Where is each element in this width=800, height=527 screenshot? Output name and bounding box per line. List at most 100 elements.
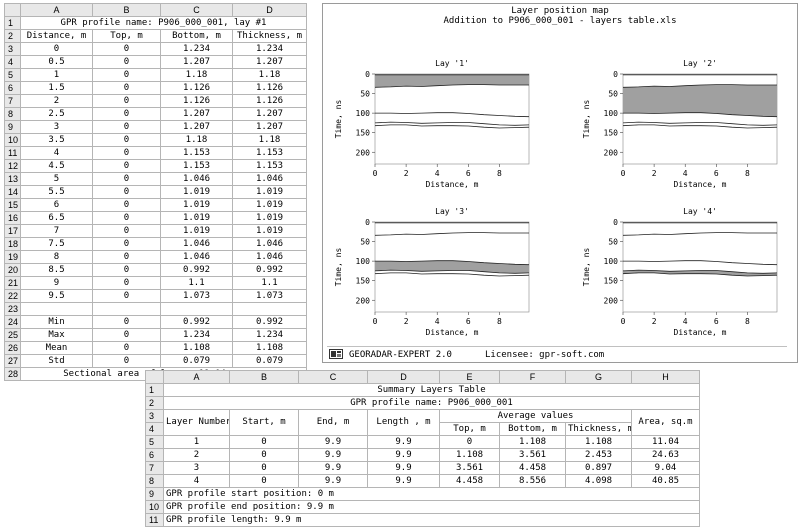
data-cell[interactable]: 0	[92, 211, 161, 225]
data-cell[interactable]: 0	[92, 250, 161, 264]
data-cell[interactable]: 9.9	[298, 448, 368, 462]
row-number[interactable]: 8	[145, 474, 164, 488]
stat-cell[interactable]: 1.108	[160, 341, 233, 355]
row-number[interactable]: 28	[4, 367, 21, 381]
data-cell[interactable]: 4.5	[20, 159, 93, 173]
data-cell[interactable]: 1.019	[160, 185, 233, 199]
data-cell[interactable]: 0	[92, 263, 161, 277]
data-cell[interactable]: 3.561	[439, 461, 500, 475]
stat-cell[interactable]: 0.079	[160, 354, 233, 368]
data-cell[interactable]: 1.207	[232, 107, 307, 121]
profile-name-cell[interactable]: GPR profile name: P906_000_001	[163, 396, 700, 410]
data-cell[interactable]: 1.046	[232, 250, 307, 264]
row-number[interactable]: 10	[4, 133, 21, 147]
data-cell[interactable]: 0	[439, 435, 500, 449]
data-cell[interactable]: 1.019	[232, 185, 307, 199]
data-cell[interactable]: 0	[92, 55, 161, 69]
column-header[interactable]: A	[20, 3, 93, 17]
data-cell[interactable]: 40.85	[631, 474, 700, 488]
data-cell[interactable]: 1.046	[232, 172, 307, 186]
data-cell[interactable]: 0	[229, 474, 299, 488]
data-cell[interactable]: 0	[20, 42, 93, 56]
row-number[interactable]: 19	[4, 250, 21, 264]
data-cell[interactable]: 1.019	[160, 211, 233, 225]
data-cell[interactable]: 1.108	[499, 435, 566, 449]
row-number[interactable]: 22	[4, 289, 21, 303]
row-number[interactable]: 4	[145, 422, 164, 436]
stat-cell[interactable]: 0.992	[160, 315, 233, 329]
data-cell[interactable]: 0	[229, 448, 299, 462]
data-cell[interactable]: 1.046	[160, 250, 233, 264]
column-header[interactable]: A	[163, 370, 230, 384]
stat-cell[interactable]: 0	[92, 328, 161, 342]
data-cell[interactable]: 1.046	[160, 172, 233, 186]
row-number[interactable]: 7	[4, 94, 21, 108]
data-cell[interactable]: 1.18	[160, 68, 233, 82]
row-number[interactable]: 9	[145, 487, 164, 501]
data-cell[interactable]: 6.5	[20, 211, 93, 225]
data-cell[interactable]: 2	[163, 448, 230, 462]
column-header[interactable]: D	[367, 370, 440, 384]
corner-cell[interactable]	[145, 370, 164, 384]
data-cell[interactable]: 1.126	[160, 94, 233, 108]
stat-cell[interactable]: 0.992	[232, 315, 307, 329]
data-cell[interactable]: 1.207	[160, 55, 233, 69]
header-cell[interactable]: Bottom, m	[499, 422, 566, 436]
header-cell[interactable]: Start, m	[229, 409, 299, 436]
data-cell[interactable]: 0	[92, 42, 161, 56]
data-cell[interactable]: 1	[163, 435, 230, 449]
data-cell[interactable]: 4	[163, 474, 230, 488]
data-cell[interactable]: 1.019	[160, 198, 233, 212]
sheet-title-cell[interactable]: GPR profile name: P906_000_001, lay #1	[20, 16, 307, 30]
data-cell[interactable]: 1.234	[232, 42, 307, 56]
data-cell[interactable]: 1.019	[160, 224, 233, 238]
data-cell[interactable]: 8	[20, 250, 93, 264]
row-number[interactable]: 4	[4, 55, 21, 69]
data-cell[interactable]: 0	[229, 461, 299, 475]
data-cell[interactable]: 1.1	[160, 276, 233, 290]
row-number[interactable]: 21	[4, 276, 21, 290]
data-cell[interactable]: 0.992	[160, 263, 233, 277]
stat-cell[interactable]: Mean	[20, 341, 93, 355]
data-cell[interactable]: 1.18	[232, 133, 307, 147]
column-header[interactable]: D	[232, 3, 307, 17]
header-cell[interactable]: Bottom, m	[160, 29, 233, 43]
column-header[interactable]: C	[160, 3, 233, 17]
column-header[interactable]: E	[439, 370, 500, 384]
data-cell[interactable]: 0.992	[232, 263, 307, 277]
column-header[interactable]: B	[229, 370, 299, 384]
stat-cell[interactable]: Min	[20, 315, 93, 329]
data-cell[interactable]: 2.453	[565, 448, 632, 462]
data-cell[interactable]: 1.234	[160, 42, 233, 56]
data-cell[interactable]: 1.153	[232, 159, 307, 173]
data-cell[interactable]: 1.207	[160, 107, 233, 121]
data-cell[interactable]: 9.9	[367, 448, 440, 462]
data-cell[interactable]: 0	[92, 224, 161, 238]
data-cell[interactable]: 0	[92, 237, 161, 251]
column-header[interactable]: G	[565, 370, 632, 384]
data-cell[interactable]: 0	[92, 68, 161, 82]
row-number[interactable]: 24	[4, 315, 21, 329]
stat-cell[interactable]: 0.079	[232, 354, 307, 368]
data-cell[interactable]: 4.458	[499, 461, 566, 475]
column-header[interactable]: F	[499, 370, 566, 384]
row-number[interactable]: 3	[4, 42, 21, 56]
data-cell[interactable]: 1.207	[160, 120, 233, 134]
data-cell[interactable]: 8.556	[499, 474, 566, 488]
row-number[interactable]: 23	[4, 302, 21, 316]
stat-cell[interactable]: 0	[92, 354, 161, 368]
data-cell[interactable]: 0	[92, 94, 161, 108]
data-cell[interactable]: 1.046	[232, 237, 307, 251]
stat-cell[interactable]: 1.234	[160, 328, 233, 342]
data-cell[interactable]: 2	[20, 94, 93, 108]
data-cell[interactable]: 9.9	[298, 474, 368, 488]
data-cell[interactable]: 1.073	[232, 289, 307, 303]
stat-cell[interactable]: 1.108	[232, 341, 307, 355]
data-cell[interactable]: 3.5	[20, 133, 93, 147]
row-number[interactable]: 2	[145, 396, 164, 410]
header-cell[interactable]: Length , m	[367, 409, 440, 436]
row-number[interactable]: 12	[4, 159, 21, 173]
stat-cell[interactable]: Max	[20, 328, 93, 342]
row-number[interactable]: 17	[4, 224, 21, 238]
empty-cell[interactable]	[232, 302, 307, 316]
